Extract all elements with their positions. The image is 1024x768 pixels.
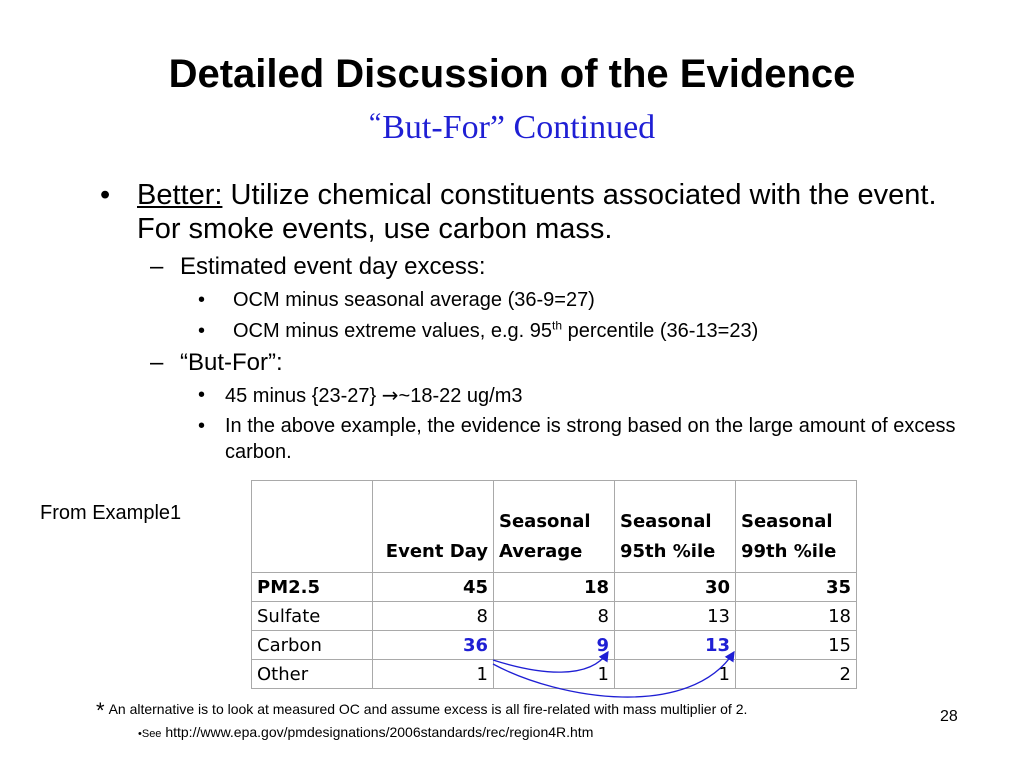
table-cell: 30	[614, 572, 736, 602]
sub-bullet-evidence-strong-text: In the above example, the evidence is st…	[225, 415, 956, 463]
header-line1: Seasonal	[741, 511, 833, 532]
row-label: Sulfate	[251, 601, 373, 631]
header-line2: 95th %ile	[620, 541, 716, 562]
source-url[interactable]: http://www.epa.gov/pmdesignations/2006st…	[165, 724, 594, 740]
bullet-better-text: Better: Utilize chemical constituents as…	[137, 178, 937, 246]
bullet-marker: •	[100, 179, 111, 211]
table-cell: 1	[372, 659, 494, 689]
sub-bullet-seasonal-average-text: OCM minus seasonal average (36-9=27)	[233, 289, 595, 311]
table-cell: 35	[735, 572, 857, 602]
table-row-sulfate: Sulfate 8 8 13 18	[251, 601, 857, 631]
footnote: * An alternative is to look at measured O…	[96, 698, 747, 724]
table-row-carbon: Carbon 36 9 13 15	[251, 630, 857, 660]
header-line1: Seasonal	[499, 511, 591, 532]
example-label: From Example1	[40, 502, 182, 524]
subtitle-open-quote: “	[368, 108, 382, 139]
header-line2: Event Day	[385, 541, 488, 562]
extreme-values-post: percentile (36-13=23)	[562, 320, 759, 342]
source-link-line: •See http://www.epa.gov/pmdesignations/2…	[138, 724, 593, 740]
slide-subtitle: “But-For” Continued	[0, 106, 1024, 152]
row-label: Carbon	[251, 630, 373, 660]
table-cell-highlight: 13	[614, 630, 736, 660]
header-event-day: Event Day	[372, 480, 494, 573]
sub-bullet-extreme-values-text: OCM minus extreme values, e.g. 95th perc…	[233, 318, 973, 344]
header-cell-empty	[251, 480, 373, 573]
source-marker: •See	[138, 728, 162, 740]
page-number: 28	[940, 708, 958, 725]
table-cell: 13	[614, 601, 736, 631]
footnote-star: *	[96, 698, 105, 723]
bullet-better-body: Utilize chemical constituents associated…	[137, 179, 937, 245]
footnote-text: An alternative is to look at measured OC…	[108, 701, 748, 717]
table-cell: 8	[493, 601, 615, 631]
table-header-row: Event Day Seasonal Average Seasonal 95th %…	[251, 480, 857, 573]
table-row-pm25: PM2.5 45 18 30 35	[251, 572, 857, 602]
table-cell-highlight: 36	[372, 630, 494, 660]
bullet-better-lead: Better:	[137, 179, 223, 211]
header-seasonal-99th: Seasonal 99th %ile	[735, 480, 857, 573]
table-cell: 2	[735, 659, 857, 689]
subtitle-text: But-For” Continued	[382, 109, 656, 146]
table-cell: 1	[493, 659, 615, 689]
table-cell: 1	[614, 659, 736, 689]
extreme-values-pre: OCM minus extreme values, e.g. 95	[233, 320, 553, 342]
slide-title: Detailed Discussion of the Evidence	[168, 52, 856, 96]
sub-bullet-marker: •	[198, 320, 206, 342]
sub-bullet-marker: •	[198, 384, 206, 406]
header-seasonal-95th: Seasonal 95th %ile	[614, 480, 736, 573]
table-cell-highlight: 9	[493, 630, 615, 660]
right-arrow-icon: →	[381, 383, 399, 407]
table-cell: 18	[493, 572, 615, 602]
data-table: Event Day Seasonal Average Seasonal 95th %…	[251, 480, 857, 689]
dash-marker: –	[150, 349, 164, 376]
table-cell: 15	[735, 630, 857, 660]
header-line2: Average	[499, 541, 583, 562]
sub-bullet-45-minus-text: 45 minus {23-27} →~18-22 ug/m3	[225, 382, 965, 409]
table-cell: 18	[735, 601, 857, 631]
table-row-other: Other 1 1 1 2	[251, 659, 857, 689]
sub-bullet-marker: •	[198, 289, 206, 311]
row-label: Other	[251, 659, 373, 689]
table-cell: 45	[372, 572, 494, 602]
header-line1: Seasonal	[620, 511, 712, 532]
minus-pre: 45 minus {23-27}	[225, 385, 382, 407]
dash-marker: –	[150, 253, 164, 280]
table-cell: 8	[372, 601, 494, 631]
sub-bullet-marker: •	[198, 415, 206, 437]
dash-but-for-text: “But-For”:	[180, 349, 283, 376]
header-line2: 99th %ile	[741, 541, 837, 562]
superscript-th: th	[552, 318, 563, 333]
minus-post: ~18-22 ug/m3	[398, 385, 523, 407]
dash-estimated-excess-text: Estimated event day excess:	[180, 253, 486, 280]
header-seasonal-average: Seasonal Average	[493, 480, 615, 573]
row-label: PM2.5	[251, 572, 373, 602]
